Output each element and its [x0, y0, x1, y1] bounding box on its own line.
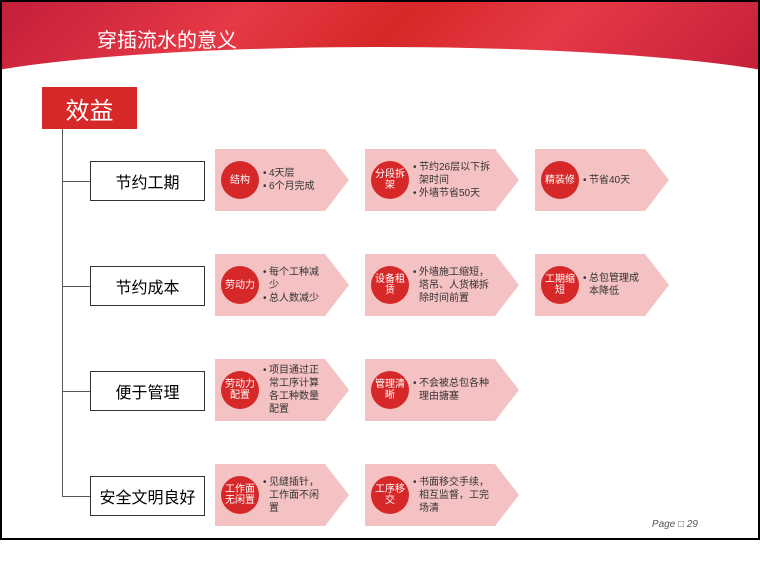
bullet-item: 总包管理成本降低: [583, 272, 645, 298]
arrow-circle: 劳动力: [221, 266, 259, 304]
arrow: 劳动力配置项目通过正常工序计算各工种数量配置: [215, 359, 349, 421]
arrow-circle: 精装修: [541, 161, 579, 199]
arrow-circle: 工序移交: [371, 476, 409, 514]
arrow-head-icon: [495, 254, 519, 316]
arrow: 工序移交书面移交手续，相互监督，工完场清: [365, 464, 519, 526]
arrow-circle-label: 工序移交: [371, 484, 409, 506]
arrow-circle: 管理清晰: [371, 371, 409, 409]
root-label: 效益: [66, 91, 114, 126]
arrow-bullets: 外墙施工缩短，塔吊、人货梯拆除时间前置: [409, 266, 495, 305]
arrow-circle-label: 结构: [230, 175, 250, 186]
tree-hline: [62, 391, 92, 392]
page-title: 穿插流水的意义: [2, 2, 758, 53]
arrow: 结构 4天层6个月完成: [215, 149, 349, 211]
arrow-head-icon: [645, 149, 669, 211]
row: 节约成本劳动力每个工种减少总人数减少设备租赁外墙施工缩短，塔吊、人货梯拆除时间前…: [90, 254, 740, 359]
arrow-head-icon: [325, 464, 349, 526]
arrow-bullets: 节省40天: [579, 174, 630, 187]
arrow-head-icon: [645, 254, 669, 316]
arrow: 工期缩短总包管理成本降低: [535, 254, 669, 316]
arrow: 管理清晰不会被总包各种理由搪塞: [365, 359, 519, 421]
category-box: 便于管理: [90, 371, 205, 411]
tree-hline: [62, 181, 92, 182]
arrow: 设备租赁外墙施工缩短，塔吊、人货梯拆除时间前置: [365, 254, 519, 316]
arrow-circle: 分段拆架: [371, 161, 409, 199]
arrow-body: 工期缩短总包管理成本降低: [535, 254, 645, 316]
arrow-bullets: 节约26层以下拆架时间外墙节省50天: [409, 161, 495, 200]
category-label: 节约工期: [115, 169, 179, 193]
bullet-item: 书面移交手续，相互监督，工完场清: [413, 476, 495, 515]
arrow-body: 劳动力配置项目通过正常工序计算各工种数量配置: [215, 359, 325, 421]
bullet-item: 每个工种减少: [263, 266, 325, 292]
arrow: 分段拆架节约26层以下拆架时间外墙节省50天: [365, 149, 519, 211]
tree-hline: [62, 286, 92, 287]
arrow-bullets: 总包管理成本降低: [579, 272, 645, 298]
root-node: 效益: [42, 87, 137, 129]
arrow-circle: 工作面无闲置: [221, 476, 259, 514]
bullet-item: 节省40天: [583, 174, 630, 187]
row: 便于管理劳动力配置项目通过正常工序计算各工种数量配置管理清晰不会被总包各种理由搪…: [90, 359, 740, 464]
arrow-body: 精装修节省40天: [535, 149, 645, 211]
arrow-bullets: 不会被总包各种理由搪塞: [409, 377, 495, 403]
arrow-circle: 设备租赁: [371, 266, 409, 304]
arrow-body: 管理清晰不会被总包各种理由搪塞: [365, 359, 495, 421]
arrow-head-icon: [495, 149, 519, 211]
tree-hline: [62, 496, 92, 497]
arrow-bullets: 项目通过正常工序计算各工种数量配置: [259, 364, 325, 416]
arrow-circle: 劳动力配置: [221, 371, 259, 409]
arrow-circle-label: 设备租赁: [371, 274, 409, 296]
bullet-item: 外墙施工缩短，塔吊、人货梯拆除时间前置: [413, 266, 495, 305]
category-label: 便于管理: [115, 379, 179, 403]
arrow-circle-label: 工期缩短: [541, 274, 579, 296]
bullet-item: 不会被总包各种理由搪塞: [413, 377, 495, 403]
arrow-circle-label: 劳动力配置: [221, 379, 259, 401]
arrow-circle-label: 精装修: [545, 175, 575, 186]
arrow-head-icon: [495, 464, 519, 526]
arrow-bullets: 每个工种减少总人数减少: [259, 266, 325, 305]
arrow-circle-label: 劳动力: [225, 280, 255, 291]
arrow-head-icon: [325, 254, 349, 316]
category-box: 节约工期: [90, 161, 205, 201]
category-label: 节约成本: [115, 274, 179, 298]
arrow-circle: 工期缩短: [541, 266, 579, 304]
arrow-circle-label: 管理清晰: [371, 379, 409, 401]
arrow-bullets: 书面移交手续，相互监督，工完场清: [409, 476, 495, 515]
category-box: 安全文明良好: [90, 476, 205, 516]
row: 安全文明良好工作面无闲置见缝插针，工作面不闲置工序移交书面移交手续，相互监督，工…: [90, 464, 740, 569]
page-number: Page □ 29: [652, 519, 698, 530]
bullet-item: 项目通过正常工序计算各工种数量配置: [263, 364, 325, 416]
arrow-body: 劳动力每个工种减少总人数减少: [215, 254, 325, 316]
arrow-body: 工序移交书面移交手续，相互监督，工完场清: [365, 464, 495, 526]
arrow-bullets: 见缝插针，工作面不闲置: [259, 476, 325, 515]
arrow-circle-label: 分段拆架: [371, 169, 409, 191]
row: 节约工期结构4天层6个月完成分段拆架节约26层以下拆架时间外墙节省50天精装修节…: [90, 149, 740, 254]
bullet-item: 外墙节省50天: [413, 187, 495, 200]
arrow-bullets: 4天层6个月完成: [259, 167, 315, 193]
arrow-circle-label: 工作面无闲置: [221, 484, 259, 506]
tree-vline: [62, 129, 63, 496]
arrow-body: 分段拆架节约26层以下拆架时间外墙节省50天: [365, 149, 495, 211]
arrow-head-icon: [325, 149, 349, 211]
arrow-head-icon: [325, 359, 349, 421]
main-content: 效益 节约工期结构4天层6个月完成分段拆架节约26层以下拆架时间外墙节省50天精…: [2, 77, 758, 97]
bullet-item: 总人数减少: [263, 292, 325, 305]
bullet-item: 4天层: [263, 167, 315, 180]
arrow: 精装修节省40天: [535, 149, 669, 211]
category-box: 节约成本: [90, 266, 205, 306]
arrow-body: 设备租赁外墙施工缩短，塔吊、人货梯拆除时间前置: [365, 254, 495, 316]
bullet-item: 见缝插针，工作面不闲置: [263, 476, 325, 515]
bullet-item: 6个月完成: [263, 180, 315, 193]
arrow-body: 工作面无闲置见缝插针，工作面不闲置: [215, 464, 325, 526]
arrow-circle: 结构: [221, 161, 259, 199]
bullet-item: 节约26层以下拆架时间: [413, 161, 495, 187]
arrow: 工作面无闲置见缝插针，工作面不闲置: [215, 464, 349, 526]
header: 穿插流水的意义: [2, 2, 758, 77]
arrow-head-icon: [495, 359, 519, 421]
arrow-body: 结构 4天层6个月完成: [215, 149, 325, 211]
arrow: 劳动力每个工种减少总人数减少: [215, 254, 349, 316]
rows-container: 节约工期结构4天层6个月完成分段拆架节约26层以下拆架时间外墙节省50天精装修节…: [90, 149, 740, 569]
category-label: 安全文明良好: [99, 484, 195, 508]
